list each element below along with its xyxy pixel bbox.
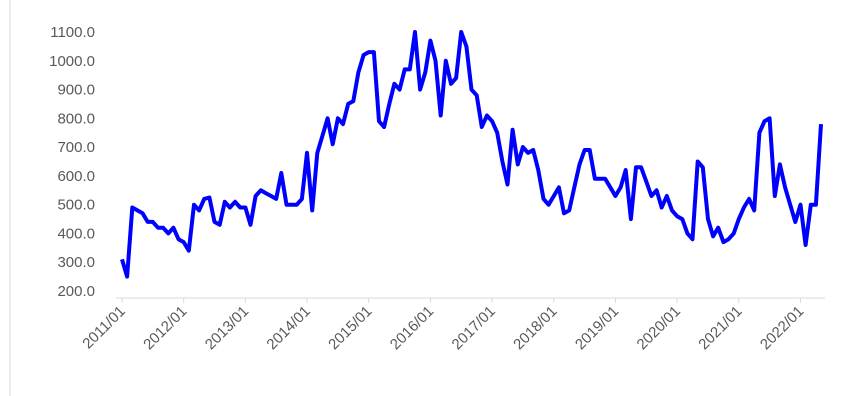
y-tick-label: 1000.0: [49, 53, 95, 70]
x-tick-label: 2015/01: [325, 303, 375, 353]
y-tick-label: 600.0: [57, 168, 95, 185]
x-tick-label: 2012/01: [140, 303, 190, 353]
y-tick-label: 400.0: [57, 225, 95, 242]
x-tick-label: 2018/01: [510, 303, 560, 353]
y-tick-label: 200.0: [57, 283, 95, 300]
y-tick-label: 300.0: [57, 254, 95, 271]
y-tick-label: 1100.0: [50, 24, 95, 41]
data-line: [120, 30, 823, 279]
x-tick-label: 2022/01: [757, 303, 807, 353]
x-tick-label: 2013/01: [202, 303, 252, 353]
y-tick-label: 800.0: [57, 110, 95, 127]
x-tick-label: 2011/01: [79, 303, 129, 353]
x-tick-label: 2020/01: [634, 303, 684, 353]
x-tick-label: 2021/01: [695, 303, 745, 353]
x-tick-label: 2017/01: [449, 303, 499, 353]
y-tick-label: 700.0: [57, 139, 95, 156]
y-tick-label: 500.0: [57, 197, 95, 214]
y-tick-label: 900.0: [57, 82, 95, 99]
x-tick-label: 2019/01: [572, 303, 622, 353]
x-tick-label: 2016/01: [387, 303, 437, 353]
x-tick-label: 2014/01: [263, 303, 313, 353]
